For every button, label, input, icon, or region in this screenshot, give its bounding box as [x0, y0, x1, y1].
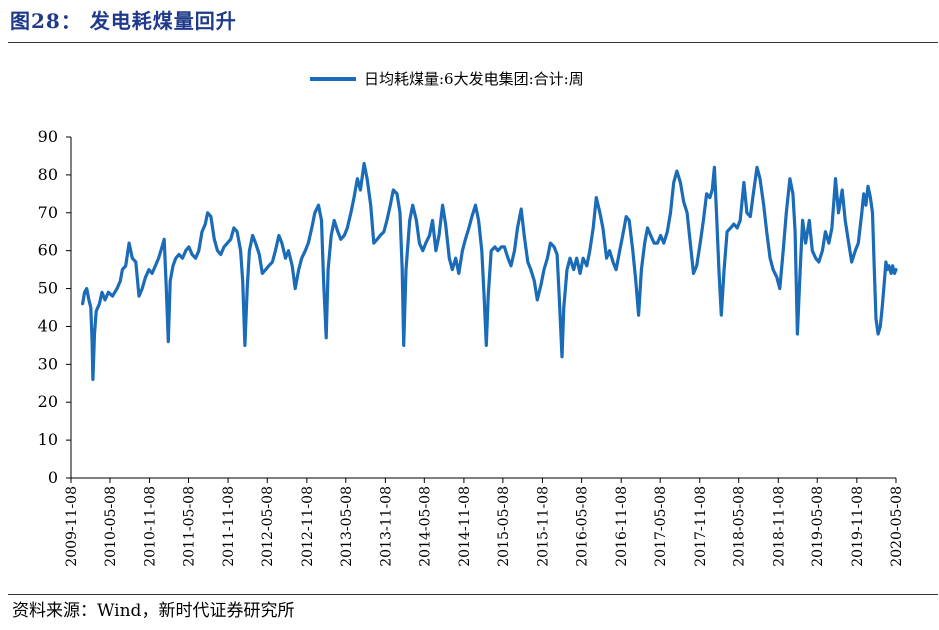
x-tick-label: 2016-05-08	[575, 486, 591, 567]
x-tick-label: 2012-11-08	[300, 486, 316, 567]
y-tick-label: 80	[38, 165, 58, 184]
figure-title: 图28： 发电耗煤量回升	[10, 9, 237, 33]
y-tick-label: 40	[38, 316, 58, 335]
y-tick-label: 90	[38, 127, 58, 146]
series-line	[81, 161, 898, 382]
x-tick-label: 2011-11-08	[221, 486, 237, 567]
x-tick-label: 2012-05-08	[260, 486, 276, 567]
x-tick-label: 2013-05-08	[339, 486, 355, 567]
y-tick-label: 60	[38, 241, 58, 260]
source-note: 资料来源：Wind，新时代证券研究所	[12, 601, 295, 621]
x-tick-label: 2014-05-08	[417, 486, 433, 567]
x-tick-label: 2015-05-08	[496, 486, 512, 567]
x-tick-label: 2009-11-08	[64, 486, 80, 567]
x-tick-label: 2017-11-08	[693, 486, 709, 567]
x-tick-label: 2010-11-08	[143, 486, 159, 567]
x-tick-label: 2020-05-08	[889, 486, 905, 567]
y-tick-label: 20	[38, 392, 58, 411]
y-tick-label: 70	[38, 203, 58, 222]
top-divider	[8, 42, 938, 43]
x-tick-label: 2019-05-08	[810, 486, 826, 567]
y-tick-label: 50	[38, 279, 58, 298]
x-tick-label: 2010-05-08	[103, 486, 119, 567]
y-tick-label: 0	[48, 468, 58, 487]
x-tick-label: 2017-05-08	[653, 486, 669, 567]
x-tick-label: 2013-11-08	[378, 486, 394, 567]
x-tick-label: 2011-05-08	[181, 486, 197, 567]
figure-header: 图28： 发电耗煤量回升	[10, 6, 930, 36]
y-tick-label: 10	[38, 430, 58, 449]
x-tick-label: 2018-05-08	[732, 486, 748, 567]
y-tick-label: 30	[38, 354, 58, 373]
x-tick-label: 2019-11-08	[850, 486, 866, 567]
legend-label: 日均耗煤量:6大发电集团:合计:周	[364, 70, 584, 88]
x-tick-label: 2016-11-08	[614, 486, 630, 567]
x-tick-label: 2015-11-08	[535, 486, 551, 567]
x-tick-label: 2014-11-08	[457, 486, 473, 567]
x-tick-label: 2018-11-08	[771, 486, 787, 567]
bottom-divider	[8, 594, 938, 595]
